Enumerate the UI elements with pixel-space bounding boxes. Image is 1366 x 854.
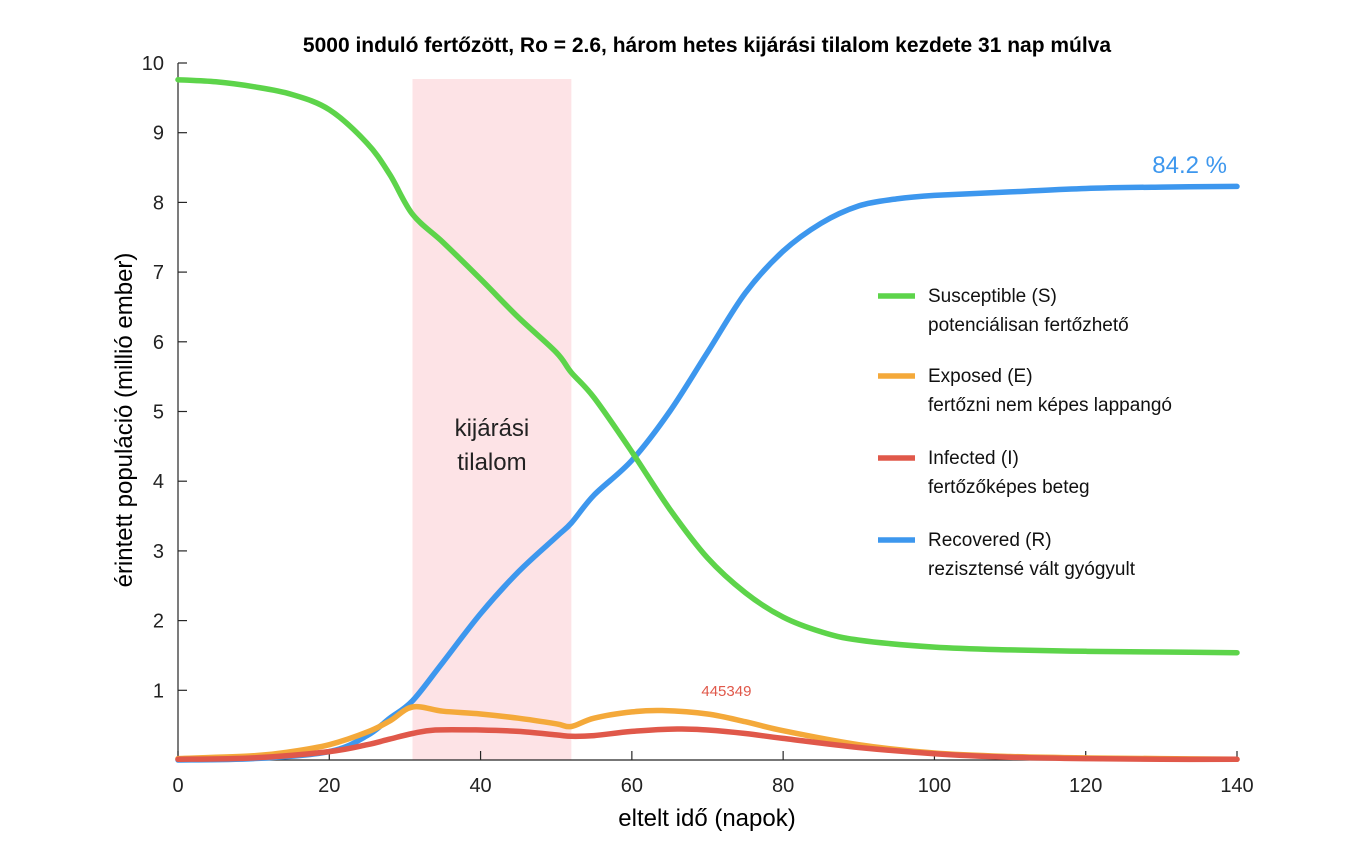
series-line-susceptible [175, 76, 1240, 656]
x-tick-label: 80 [772, 775, 794, 797]
chart-title: 5000 induló fertőzött, Ro = 2.6, három h… [303, 34, 1111, 57]
y-tick-label: 4 [153, 471, 164, 493]
legend-name-exposed: Exposed (E) [928, 366, 1033, 387]
y-tick-label: 7 [153, 262, 164, 284]
plot-area: kijárási tilalom 0 20 40 60 80 100 120 140 1 2 3 4 5 6 7… [142, 53, 1254, 797]
y-tick-label: 10 [142, 53, 164, 75]
series-line-recovered [175, 183, 1240, 763]
x-axis-label: eltelt idő (napok) [618, 805, 795, 832]
final-recovered-label: 84.2 % [1152, 152, 1227, 179]
legend-subtitle-susceptible: potenciálisan fertőzhető [928, 315, 1129, 336]
y-tick-label: 8 [153, 192, 164, 214]
lockdown-label: tilalom [457, 449, 526, 476]
y-tick-label: 5 [153, 402, 164, 424]
legend-name-recovered: Recovered (R) [928, 530, 1052, 551]
legend-name-infected: Infected (I) [928, 448, 1019, 469]
x-tick-label: 100 [918, 775, 951, 797]
x-tick-label: 20 [318, 775, 340, 797]
legend-name-susceptible: Susceptible (S) [928, 286, 1057, 307]
lockdown-region [412, 79, 572, 760]
lockdown-label: kijárási [455, 415, 530, 442]
legend: Susceptible (S) potenciálisan fertőzhető E… [878, 286, 1172, 580]
y-tick-label: 6 [153, 332, 164, 354]
x-tick-label: 60 [621, 775, 643, 797]
y-tick-label: 3 [153, 541, 164, 563]
y-tick-label: 9 [153, 123, 164, 145]
x-tick-label: 40 [469, 775, 491, 797]
legend-subtitle-recovered: rezisztensé vált gyógyult [928, 559, 1136, 580]
series-line-infected [175, 726, 1240, 763]
y-axis-label: érintett populáció (millió ember) [111, 253, 138, 588]
peak-infected-label: 445349 [701, 683, 751, 700]
x-tick-label: 120 [1069, 775, 1102, 797]
x-tick-label: 0 [172, 775, 183, 797]
x-tick-label: 140 [1220, 775, 1253, 797]
y-tick-label: 2 [153, 611, 164, 633]
legend-subtitle-exposed: fertőzni nem képes lappangó [928, 395, 1172, 416]
legend-subtitle-infected: fertőzőképes beteg [928, 477, 1090, 498]
y-tick-label: 1 [153, 680, 164, 702]
